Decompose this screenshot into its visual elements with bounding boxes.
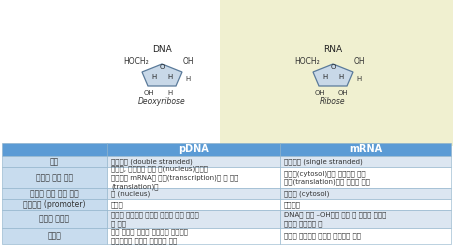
Text: DNA에 비해 –OH기를 하나 더 가지고 있어서
화학적 반응성이 큼: DNA에 비해 –OH기를 하나 더 가지고 있어서 화학적 반응성이 큼: [284, 212, 386, 227]
Text: OH: OH: [182, 58, 194, 66]
Text: 안전성: 안전성: [48, 231, 62, 241]
Text: H: H: [357, 76, 361, 82]
Text: 비교적 자연적인 분해나 효소에 의한 분해에
잘 견딤: 비교적 자연적인 분해나 효소에 의한 분해에 잘 견딤: [111, 212, 199, 227]
Text: 단열가닥 (single stranded): 단열가닥 (single stranded): [284, 158, 363, 165]
Text: H: H: [167, 74, 173, 80]
Text: 숙주의 유전자에 삽입될 가능성이 없음: 숙주의 유전자에 삽입될 가능성이 없음: [284, 233, 361, 239]
FancyBboxPatch shape: [2, 167, 107, 188]
FancyBboxPatch shape: [280, 143, 451, 156]
FancyBboxPatch shape: [280, 156, 451, 167]
Text: 세포막, 세포질을 거쳐 핵(nucleus)인으로
전달되어 mRNA로 전사(transcription)된 후 번역
(translation)됨: 세포막, 세포질을 거쳐 핵(nucleus)인으로 전달되어 mRNA로 전사…: [111, 166, 238, 189]
Text: DNA: DNA: [152, 46, 172, 55]
Text: O: O: [330, 64, 336, 70]
Text: Ribose: Ribose: [320, 97, 346, 107]
Text: H: H: [167, 90, 173, 96]
FancyBboxPatch shape: [2, 210, 107, 228]
FancyBboxPatch shape: [280, 188, 451, 199]
Text: 구조적 안정성: 구조적 안정성: [39, 215, 70, 224]
FancyBboxPatch shape: [280, 210, 451, 228]
Text: pDNA: pDNA: [178, 144, 209, 154]
FancyBboxPatch shape: [220, 0, 453, 146]
FancyBboxPatch shape: [107, 210, 280, 228]
FancyBboxPatch shape: [2, 188, 107, 199]
Text: 세포내 전달 타겟 기관: 세포내 전달 타겟 기관: [30, 189, 79, 198]
Text: Deoxyribose: Deoxyribose: [138, 97, 186, 107]
Text: 세포질(cytosol)에만 전달되면 바로
번역(translation)되어 단백질 발현: 세포질(cytosol)에만 전달되면 바로 번역(translation)되어…: [284, 170, 370, 185]
Text: H: H: [323, 74, 328, 80]
FancyBboxPatch shape: [2, 228, 107, 244]
Text: O: O: [159, 64, 165, 70]
Text: HOCH₂: HOCH₂: [294, 58, 320, 66]
Text: mRNA: mRNA: [349, 144, 382, 154]
Text: 세포질 (cytosol): 세포질 (cytosol): [284, 190, 329, 197]
FancyBboxPatch shape: [107, 143, 280, 156]
FancyBboxPatch shape: [107, 167, 280, 188]
FancyBboxPatch shape: [280, 199, 451, 210]
Text: OH: OH: [144, 90, 154, 96]
FancyBboxPatch shape: [107, 228, 280, 244]
Text: 이중가닥 (double stranded): 이중가닥 (double stranded): [111, 158, 193, 165]
FancyBboxPatch shape: [107, 188, 280, 199]
FancyBboxPatch shape: [2, 199, 107, 210]
Text: 단백질 발현 과정: 단백질 발현 과정: [36, 173, 73, 182]
Text: 필요없음: 필요없음: [284, 201, 301, 208]
Text: H: H: [185, 76, 191, 82]
Text: OH: OH: [315, 90, 325, 96]
Text: HOCH₂: HOCH₂: [123, 58, 149, 66]
Text: 구조: 구조: [50, 157, 59, 166]
Text: H: H: [151, 74, 157, 80]
Text: 숙주 세포의 핵안의 유전자에 삽입되어
돌면변이를 일으킬 위험성이 있음: 숙주 세포의 핵안의 유전자에 삽입되어 돌면변이를 일으킬 위험성이 있음: [111, 228, 188, 244]
Text: 핵 (nucleus): 핵 (nucleus): [111, 190, 150, 197]
Text: OH: OH: [353, 58, 365, 66]
Text: 필요함: 필요함: [111, 201, 124, 208]
Text: H: H: [338, 74, 344, 80]
Text: RNA: RNA: [323, 46, 342, 55]
FancyBboxPatch shape: [107, 156, 280, 167]
FancyBboxPatch shape: [107, 199, 280, 210]
FancyBboxPatch shape: [2, 156, 107, 167]
FancyBboxPatch shape: [2, 143, 107, 156]
Polygon shape: [142, 64, 182, 86]
FancyBboxPatch shape: [280, 167, 451, 188]
Polygon shape: [313, 64, 353, 86]
Text: OH: OH: [337, 90, 348, 96]
Text: 프로모터 (promoter): 프로모터 (promoter): [23, 200, 86, 209]
FancyBboxPatch shape: [280, 228, 451, 244]
